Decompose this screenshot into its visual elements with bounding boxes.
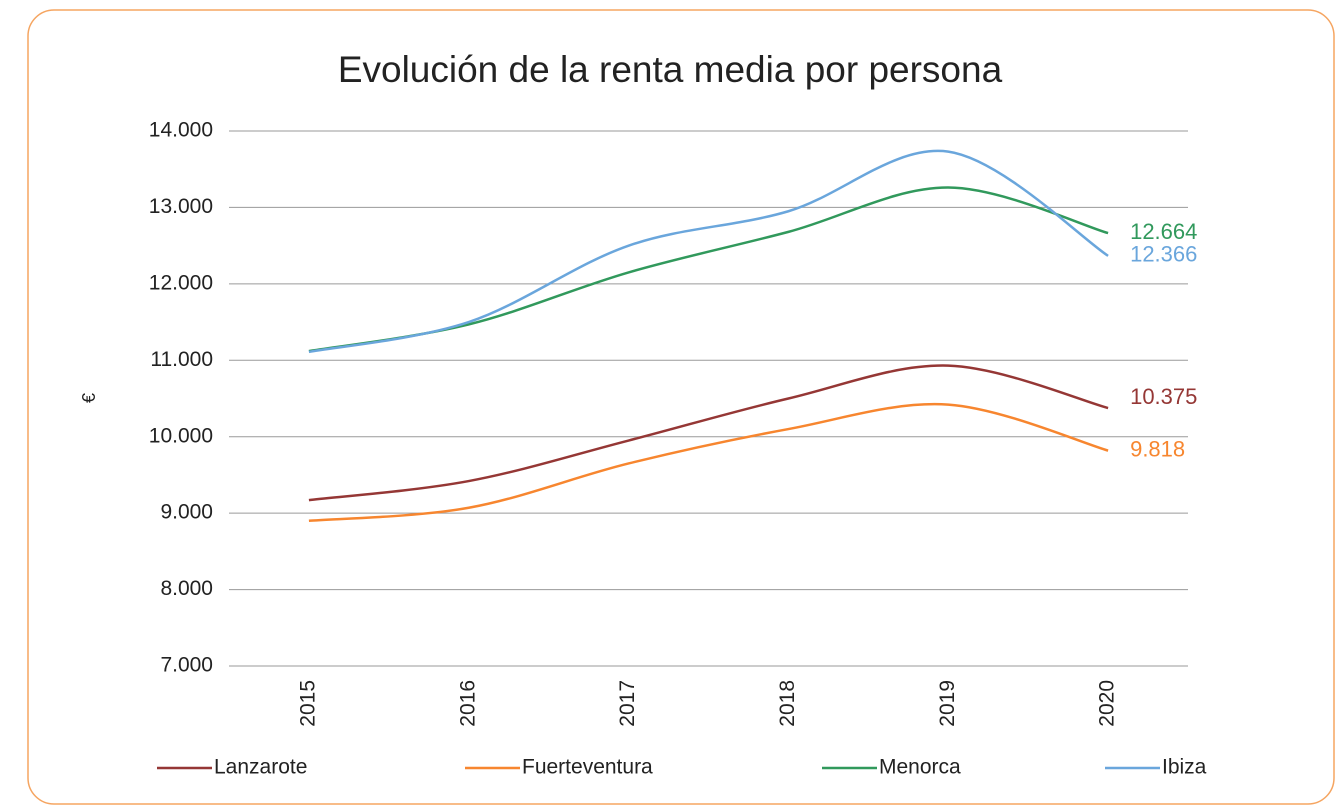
data-label: 9.818 — [1130, 436, 1185, 461]
series-line — [308, 149, 1109, 354]
y-tick-label: 8.000 — [160, 577, 213, 600]
legend-label: Lanzarote — [214, 756, 307, 779]
x-tick-label: 2015 — [296, 680, 319, 727]
x-tick-label: 2018 — [776, 680, 799, 727]
data-label: 10.375 — [1130, 384, 1197, 409]
y-tick-label: 14.000 — [149, 119, 213, 142]
y-axis-label: € — [79, 393, 99, 403]
data-label: 12.664 — [1130, 219, 1197, 244]
y-tick-label: 11.000 — [150, 348, 213, 371]
x-tick-label: 2020 — [1096, 680, 1119, 727]
y-tick-label: 13.000 — [149, 195, 213, 218]
data-label: 12.366 — [1130, 242, 1197, 267]
x-tick-label: 2016 — [456, 680, 479, 727]
x-tick-label: 2019 — [936, 680, 959, 727]
chart-title: Evolución de la renta media por persona — [338, 49, 1003, 90]
legend-label: Ibiza — [1162, 756, 1207, 779]
chart-frame — [27, 9, 1335, 805]
y-tick-label: 12.000 — [149, 271, 213, 294]
y-tick-label: 7.000 — [160, 654, 213, 677]
series-line — [308, 402, 1109, 523]
y-tick-label: 10.000 — [149, 424, 213, 447]
series-line — [308, 364, 1109, 502]
legend-label: Menorca — [879, 756, 961, 779]
x-tick-label: 2017 — [616, 680, 639, 727]
legend-label: Fuerteventura — [522, 756, 653, 779]
y-tick-label: 9.000 — [160, 501, 213, 524]
